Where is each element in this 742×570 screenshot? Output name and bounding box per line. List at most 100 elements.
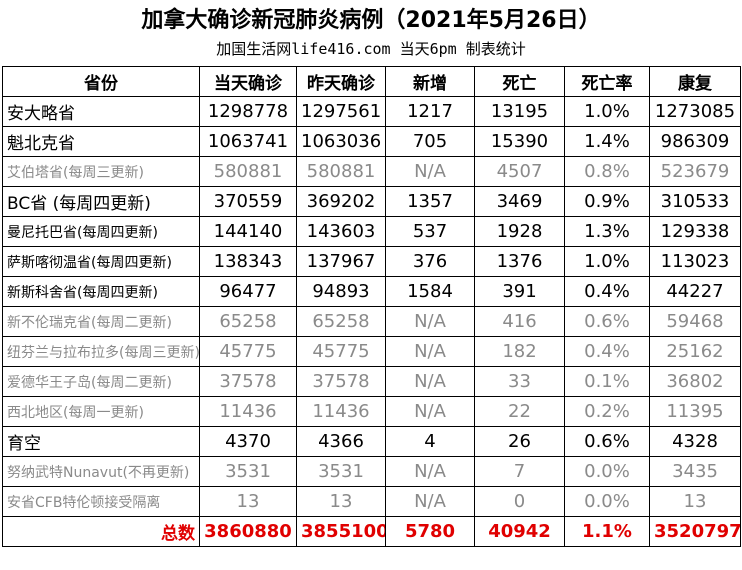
- value-cell: 4507: [474, 156, 565, 187]
- value-cell: N/A: [385, 486, 475, 517]
- value-cell: 36802: [649, 366, 741, 397]
- value-cell: 580881: [296, 156, 386, 187]
- value-cell: 3435: [649, 456, 741, 487]
- value-cell: 1357: [385, 186, 475, 217]
- value-cell: 1.0%: [564, 96, 650, 127]
- province-cell: 安省CFB特伦顿接受隔离: [2, 486, 200, 517]
- value-cell: 96477: [199, 276, 297, 307]
- value-cell: 143603: [296, 216, 386, 247]
- table-row: BC省 (每周四更新) 370559 369202 1357 3469 0.9% 31053…: [2, 186, 741, 217]
- value-cell: 13: [296, 486, 386, 517]
- value-cell: 44227: [649, 276, 741, 307]
- value-cell: 13: [649, 486, 741, 517]
- province-cell: 育空: [2, 426, 200, 457]
- value-cell: 25162: [649, 336, 741, 367]
- value-cell: 4370: [199, 426, 297, 457]
- value-cell: 0.4%: [564, 276, 650, 307]
- value-cell: 0.2%: [564, 396, 650, 427]
- column-header: 死亡率: [564, 66, 650, 97]
- province-cell: 西北地区(每周一更新): [2, 396, 200, 427]
- total-value: 3520797: [649, 516, 741, 547]
- province-cell: 纽芬兰与拉布拉多(每周三更新): [2, 336, 200, 367]
- province-cell: 萨斯喀彻温省(每周四更新): [2, 246, 200, 277]
- value-cell: 1928: [474, 216, 565, 247]
- value-cell: 1297561: [296, 96, 386, 127]
- province-cell: 爱德华王子岛(每周二更新): [2, 366, 200, 397]
- value-cell: 370559: [199, 186, 297, 217]
- value-cell: 580881: [199, 156, 297, 187]
- table-row: 爱德华王子岛(每周二更新) 37578 37578 N/A 33 0.1% 36802: [2, 366, 741, 397]
- value-cell: 138343: [199, 246, 297, 277]
- value-cell: 13: [199, 486, 297, 517]
- table: 省份 当天确诊 昨天确诊 新增 死亡 死亡率 康复 安大略省 1298778 1297561 121…: [2, 66, 741, 547]
- value-cell: N/A: [385, 336, 475, 367]
- total-value: 3855100: [296, 516, 386, 547]
- value-cell: 129338: [649, 216, 741, 247]
- subtitle: 加国生活网life416.com 当天6pm 制表统计: [216, 40, 526, 58]
- value-cell: 1298778: [199, 96, 297, 127]
- value-cell: 45775: [296, 336, 386, 367]
- value-cell: 4: [385, 426, 475, 457]
- column-header: 昨天确诊: [296, 66, 386, 97]
- value-cell: 11395: [649, 396, 741, 427]
- value-cell: 1217: [385, 96, 475, 127]
- total-value: 5780: [385, 516, 475, 547]
- column-header: 当天确诊: [199, 66, 297, 97]
- total-value: 40942: [474, 516, 565, 547]
- value-cell: 1584: [385, 276, 475, 307]
- table-row: 新斯科舍省(每周四更新) 96477 94893 1584 391 0.4% 44227: [2, 276, 741, 307]
- value-cell: N/A: [385, 306, 475, 337]
- value-cell: 182: [474, 336, 565, 367]
- value-cell: 0.4%: [564, 336, 650, 367]
- value-cell: 537: [385, 216, 475, 247]
- value-cell: 523679: [649, 156, 741, 187]
- value-cell: 310533: [649, 186, 741, 217]
- table-row: 萨斯喀彻温省(每周四更新) 138343 137967 376 1376 1.0% 1130…: [2, 246, 741, 277]
- value-cell: 369202: [296, 186, 386, 217]
- title: 加拿大确诊新冠肺炎病例（2021年5月26日）: [141, 8, 601, 33]
- value-cell: 1063036: [296, 126, 386, 157]
- table-row: 育空 4370 4366 4 26 0.6% 4328: [2, 426, 741, 457]
- column-header: 死亡: [474, 66, 565, 97]
- province-cell: 新不伦瑞克省(每周二更新): [2, 306, 200, 337]
- value-cell: 0: [474, 486, 565, 517]
- value-cell: 0.8%: [564, 156, 650, 187]
- table-row: 安省CFB特伦顿接受隔离 13 13 N/A 0 0.0% 13: [2, 486, 741, 517]
- value-cell: 59468: [649, 306, 741, 337]
- value-cell: 376: [385, 246, 475, 277]
- value-cell: 11436: [296, 396, 386, 427]
- value-cell: 0.6%: [564, 306, 650, 337]
- value-cell: 4366: [296, 426, 386, 457]
- column-header: 新增: [385, 66, 475, 97]
- value-cell: 33: [474, 366, 565, 397]
- value-cell: 0.0%: [564, 456, 650, 487]
- value-cell: 1063741: [199, 126, 297, 157]
- table-row: 安大略省 1298778 1297561 1217 13195 1.0% 1273085: [2, 96, 741, 127]
- header-row: 省份 当天确诊 昨天确诊 新增 死亡 死亡率 康复: [2, 66, 741, 97]
- province-cell: BC省 (每周四更新): [2, 186, 200, 217]
- value-cell: N/A: [385, 396, 475, 427]
- table-row: 艾伯塔省(每周三更新) 580881 580881 N/A 4507 0.8% 523679: [2, 156, 741, 187]
- value-cell: 94893: [296, 276, 386, 307]
- table-row: 曼尼托巴省(每周四更新) 144140 143603 537 1928 1.3% 12933…: [2, 216, 741, 247]
- table-row: 魁北克省 1063741 1063036 705 15390 1.4% 986309: [2, 126, 741, 157]
- value-cell: N/A: [385, 156, 475, 187]
- table-row: 努纳武特Nunavut(不再更新) 3531 3531 N/A 7 0.0% 3435: [2, 456, 741, 487]
- value-cell: 144140: [199, 216, 297, 247]
- value-cell: 37578: [296, 366, 386, 397]
- total-value: 3860880: [199, 516, 297, 547]
- value-cell: 11436: [199, 396, 297, 427]
- table-row: 新不伦瑞克省(每周二更新) 65258 65258 N/A 416 0.6% 59468: [2, 306, 741, 337]
- value-cell: 7: [474, 456, 565, 487]
- total-value: 1.1%: [564, 516, 650, 547]
- province-cell: 新斯科舍省(每周四更新): [2, 276, 200, 307]
- value-cell: 986309: [649, 126, 741, 157]
- value-cell: 1.3%: [564, 216, 650, 247]
- value-cell: 1.4%: [564, 126, 650, 157]
- value-cell: 0.1%: [564, 366, 650, 397]
- value-cell: 0.0%: [564, 486, 650, 517]
- value-cell: 1376: [474, 246, 565, 277]
- value-cell: 391: [474, 276, 565, 307]
- province-cell: 曼尼托巴省(每周四更新): [2, 216, 200, 247]
